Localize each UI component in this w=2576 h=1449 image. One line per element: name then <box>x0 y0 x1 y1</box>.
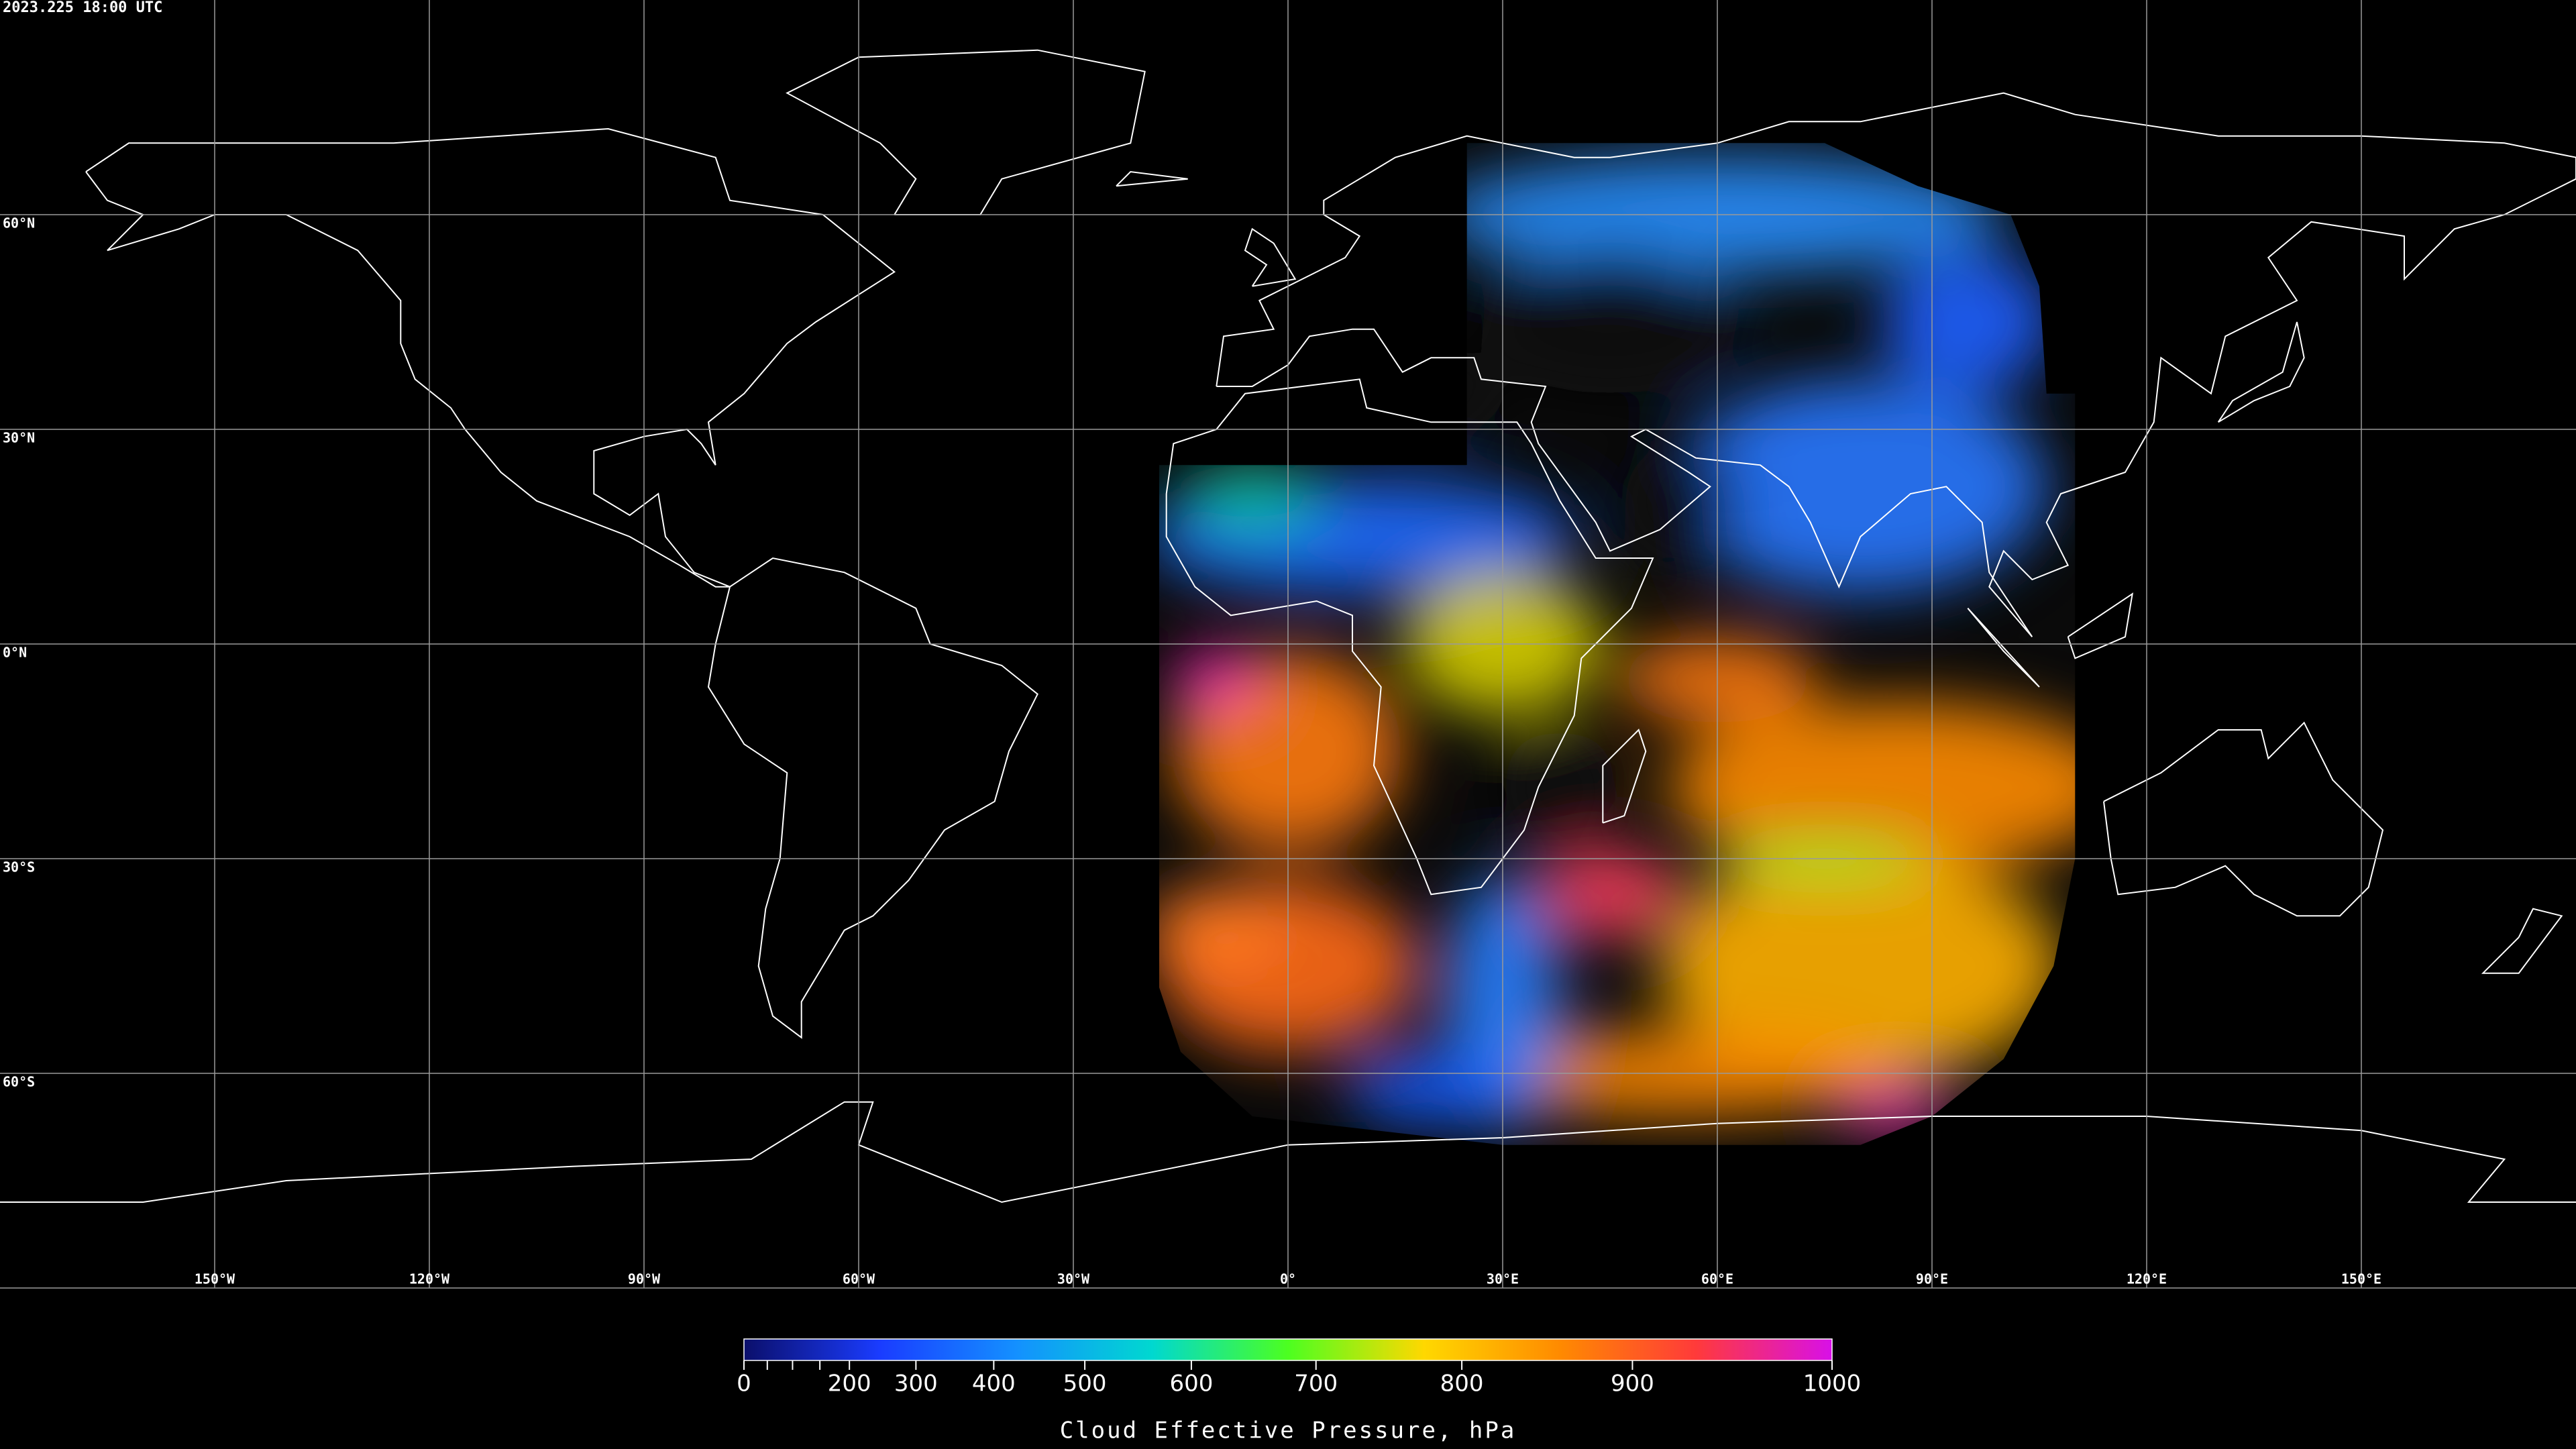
cloud-patch <box>1181 465 1324 537</box>
colorbar-tick-label: 200 <box>828 1371 871 1397</box>
colorbar-tick-label: 700 <box>1294 1371 1338 1397</box>
lon-label: 30°E <box>1487 1271 1519 1287</box>
colorbar-tick-label: 1000 <box>1803 1371 1862 1397</box>
lon-label: 120°E <box>2127 1271 2167 1287</box>
colorbar-ramp <box>743 1338 1833 1361</box>
colorbar-tick-label: 800 <box>1440 1371 1484 1397</box>
coastline <box>2103 721 2384 917</box>
lat-label: 60°N <box>3 215 35 231</box>
coastline <box>1116 170 1188 187</box>
coastline <box>1216 92 2576 637</box>
cloud-patch <box>1674 379 2047 594</box>
lat-label: 30°S <box>3 859 35 875</box>
cloud-patch <box>1503 730 1617 845</box>
lat-label: 0°N <box>3 645 27 661</box>
coastline <box>85 127 896 588</box>
lon-label: 0° <box>1280 1271 1296 1287</box>
colorbar-tick-label: 600 <box>1169 1371 1213 1397</box>
lon-label: 90°E <box>1916 1271 1948 1287</box>
lon-label: 60°E <box>1701 1271 1733 1287</box>
coastline <box>786 49 1146 215</box>
cloud-patch <box>1345 1052 1517 1124</box>
colorbar-tick-label: 500 <box>1063 1371 1107 1397</box>
colorbar-label: Cloud Effective Pressure, hPa <box>1060 1417 1517 1444</box>
lon-label: 150°W <box>195 1271 235 1287</box>
lon-label: 30°W <box>1057 1271 1090 1287</box>
lon-label: 60°W <box>843 1271 875 1287</box>
cloud-patch <box>1624 443 1739 559</box>
lon-label: 120°W <box>409 1271 450 1287</box>
coastline <box>1165 378 1654 896</box>
lon-label: 90°W <box>628 1271 661 1287</box>
coastline <box>1967 608 2040 688</box>
timestamp: 2023.225 18:00 UTC <box>3 0 162 16</box>
cloud-patch <box>1667 701 2076 873</box>
colorbar: 0 200 300 400 500 600 700 800 900 1000 Cloud Effec… <box>737 1338 1862 1444</box>
lat-label: 60°S <box>3 1074 35 1090</box>
colorbar-tick-label: 400 <box>972 1371 1016 1397</box>
coastline <box>1244 227 1297 287</box>
coastline <box>2067 592 2134 659</box>
colorbar-tick-label: 300 <box>894 1371 938 1397</box>
coastlines <box>0 49 2576 1203</box>
cloud-patch <box>1173 651 1260 708</box>
cloud-patch <box>1481 250 1739 394</box>
cloud-patch <box>1660 851 2061 1081</box>
coastline <box>2481 908 2563 974</box>
lat-label: 30°N <box>3 430 35 446</box>
colorbar-tick-label: 900 <box>1611 1371 1654 1397</box>
cloud-patch <box>1159 887 1289 973</box>
coastline <box>1602 729 1647 824</box>
cloud-patch <box>1538 851 1682 938</box>
cloud-patch <box>1882 250 2054 394</box>
coastline <box>2217 321 2305 423</box>
lon-label: 150°E <box>2341 1271 2381 1287</box>
graticule: 150°W 120°W 90°W 60°W 30°W 0° 30°E 60°E 90°E 120°… <box>0 0 2576 1289</box>
colorbar-tick-label: 0 <box>737 1371 751 1397</box>
